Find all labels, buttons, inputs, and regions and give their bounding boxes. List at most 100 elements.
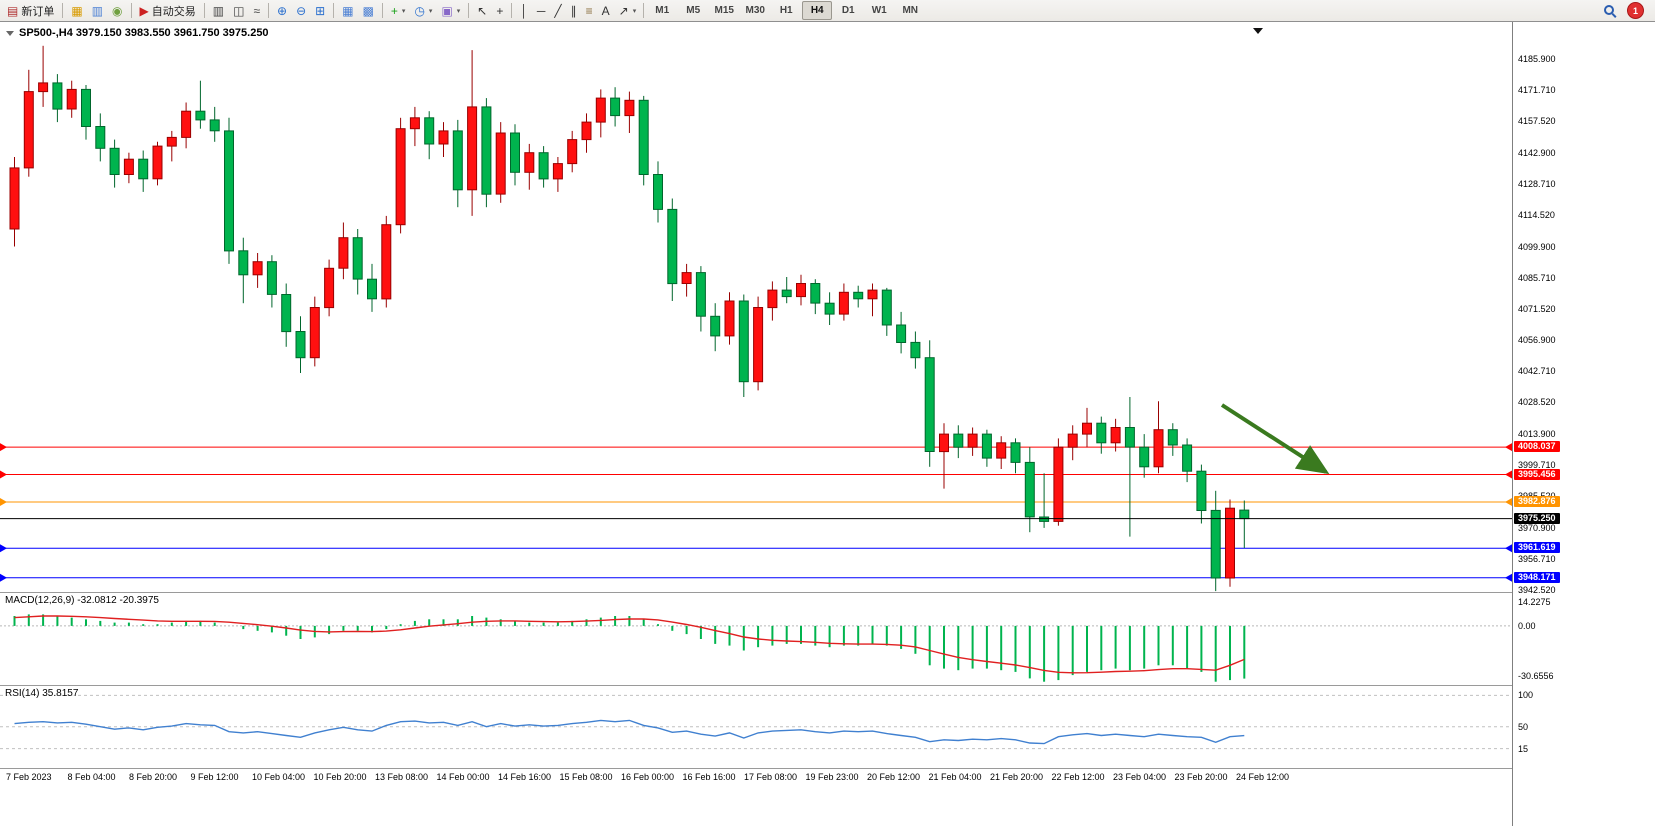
- time-axis-label: 16 Feb 00:00: [621, 772, 675, 782]
- toolbar-separator: [130, 3, 132, 18]
- time-axis[interactable]: 7 Feb 2023 8 Feb 04:00 8 Feb 20:00 9 Feb 12…: [0, 769, 1512, 787]
- candlestick-chart-icon: ◫: [233, 3, 245, 18]
- market-watch-button[interactable]: ▦: [67, 1, 86, 21]
- time-axis-label: 19 Feb 23:00: [805, 772, 859, 782]
- cursor-button[interactable]: ↖: [473, 1, 491, 21]
- time-axis-label: 20 Feb 12:00: [867, 772, 921, 782]
- cascade-windows-button[interactable]: ▩: [359, 1, 378, 21]
- channel-button[interactable]: ∥: [567, 1, 581, 21]
- notification-badge[interactable]: 1: [1627, 2, 1644, 19]
- price-axis-tick: 3999.710: [1518, 460, 1556, 471]
- timeframe-m1-button[interactable]: M1: [655, 5, 670, 16]
- fibonacci-button[interactable]: ≡: [582, 1, 597, 21]
- panel-splitter[interactable]: [0, 685, 1655, 686]
- data-window-icon: ▥: [91, 3, 104, 18]
- rsi-label: RSI(14) 35.8157: [5, 688, 79, 699]
- price-tag[interactable]: 4008.037: [1514, 441, 1560, 453]
- template-icon: ▣: [441, 3, 453, 18]
- channel-icon: ∥: [570, 3, 577, 18]
- period-button[interactable]: ◷ ▾: [410, 1, 436, 21]
- vertical-line-icon: │: [520, 3, 528, 18]
- time-axis-label: 15 Feb 08:00: [559, 772, 613, 782]
- chart-title-text: SP500-,H4 3979.150 3983.550 3961.750 397…: [19, 27, 269, 39]
- time-axis-label: 14 Feb 16:00: [498, 772, 552, 782]
- toolbar-separator: [203, 3, 205, 18]
- panel-splitter[interactable]: [0, 592, 1655, 593]
- price-axis-tick: 4171.710: [1518, 85, 1556, 96]
- tile-windows-button[interactable]: ⊞: [311, 1, 329, 21]
- chart-shift-marker[interactable]: [1253, 28, 1263, 34]
- price-axis-tick: -30.6556: [1518, 671, 1554, 682]
- price-axis-tick: 4013.900: [1518, 429, 1556, 440]
- price-tag[interactable]: 3961.619: [1514, 542, 1560, 554]
- trendline-button[interactable]: ╱: [550, 1, 565, 21]
- crosshair-icon: +: [496, 3, 504, 18]
- chart-window: SP500-,H4 3979.150 3983.550 3961.750 397…: [0, 22, 1655, 826]
- arrows-button[interactable]: ↗ ▾: [615, 1, 641, 21]
- tile-windows-icon: ⊞: [315, 3, 326, 18]
- timeframe-d1-button[interactable]: D1: [841, 5, 855, 16]
- toolbar-separator: [62, 3, 64, 18]
- time-axis-label: 8 Feb 04:00: [67, 772, 116, 782]
- timeframe-h1-button[interactable]: H1: [779, 5, 793, 16]
- timeframe-mn-button[interactable]: MN: [902, 5, 919, 16]
- dropdown-caret-icon[interactable]: ▾: [428, 7, 433, 15]
- price-tag[interactable]: 3975.250: [1514, 512, 1560, 524]
- autotrading-button[interactable]: ▶ 自动交易: [136, 1, 200, 21]
- price-axis-tick: 4028.520: [1518, 397, 1556, 408]
- collapse-chart-icon[interactable]: [6, 30, 14, 36]
- add-indicator-button[interactable]: + ▾: [387, 1, 410, 21]
- navigator-button[interactable]: ◉: [108, 1, 126, 21]
- rsi-panel-canvas[interactable]: [0, 686, 1512, 773]
- price-tag[interactable]: 3948.171: [1514, 571, 1560, 583]
- dropdown-caret-icon[interactable]: ▾: [401, 7, 406, 15]
- dropdown-caret-icon[interactable]: ▾: [456, 7, 461, 15]
- price-tag[interactable]: 3995.456: [1514, 468, 1560, 480]
- arrange-windows-button[interactable]: ▦: [338, 1, 357, 21]
- time-axis-label: 16 Feb 16:00: [682, 772, 736, 782]
- timeframe-m15-button[interactable]: M15: [714, 5, 734, 16]
- price-axis-tick: 50: [1518, 721, 1529, 732]
- timeframe-h4-button[interactable]: H4: [802, 1, 833, 20]
- zoom-in-icon: ⊕: [277, 3, 288, 18]
- timeframe-w1-button[interactable]: W1: [871, 5, 887, 16]
- search-icon[interactable]: [1603, 4, 1617, 18]
- new-order-icon: ▤: [7, 3, 19, 18]
- zoom-out-button[interactable]: ⊖: [292, 1, 310, 21]
- candlestick-chart-button[interactable]: ◫: [229, 1, 248, 21]
- text-icon: A: [601, 3, 610, 18]
- autotrading-button-label: 自动交易: [151, 5, 196, 18]
- dropdown-caret-icon[interactable]: ▾: [632, 7, 637, 15]
- horizontal-line-button[interactable]: ─: [533, 1, 550, 21]
- toolbar-separator: [468, 3, 470, 18]
- cascade-windows-icon: ▩: [362, 3, 374, 18]
- new-order-button-label: 新订单: [21, 5, 55, 18]
- data-window-button[interactable]: ▥: [88, 1, 107, 21]
- new-order-button[interactable]: ▤ 新订单: [3, 1, 58, 21]
- timeframe-m5-button[interactable]: M5: [686, 5, 701, 16]
- line-chart-button[interactable]: ≈: [249, 1, 264, 21]
- add-indicator-icon: +: [390, 3, 398, 18]
- autotrading-icon: ▶: [139, 3, 149, 18]
- text-button[interactable]: A: [598, 1, 614, 21]
- time-axis-label: 17 Feb 08:00: [744, 772, 798, 782]
- toolbar-separator: [268, 3, 270, 18]
- template-button[interactable]: ▣ ▾: [437, 1, 464, 21]
- time-axis-label: 9 Feb 12:00: [190, 772, 239, 782]
- time-axis-label: 8 Feb 20:00: [129, 772, 178, 782]
- vertical-line-button[interactable]: │: [516, 1, 532, 21]
- macd-panel-canvas[interactable]: [0, 593, 1512, 690]
- panel-splitter[interactable]: [0, 768, 1655, 769]
- time-axis-label: 10 Feb 04:00: [252, 772, 306, 782]
- bar-chart-button[interactable]: ▥: [209, 1, 228, 21]
- price-axis[interactable]: 4185.900 4171.710 4157.520 4142.900 4128.710…: [1512, 22, 1655, 826]
- timeframe-m30-button[interactable]: M30: [745, 5, 765, 16]
- crosshair-button[interactable]: +: [492, 1, 507, 21]
- price-axis-tick: 4128.710: [1518, 178, 1556, 189]
- price-tag[interactable]: 3982.876: [1514, 495, 1560, 507]
- price-axis-tick: 4099.900: [1518, 241, 1556, 252]
- cursor-icon: ↖: [477, 3, 488, 18]
- zoom-in-button[interactable]: ⊕: [273, 1, 291, 21]
- main-chart-canvas[interactable]: [0, 22, 1512, 597]
- time-axis-label: 21 Feb 20:00: [990, 772, 1044, 782]
